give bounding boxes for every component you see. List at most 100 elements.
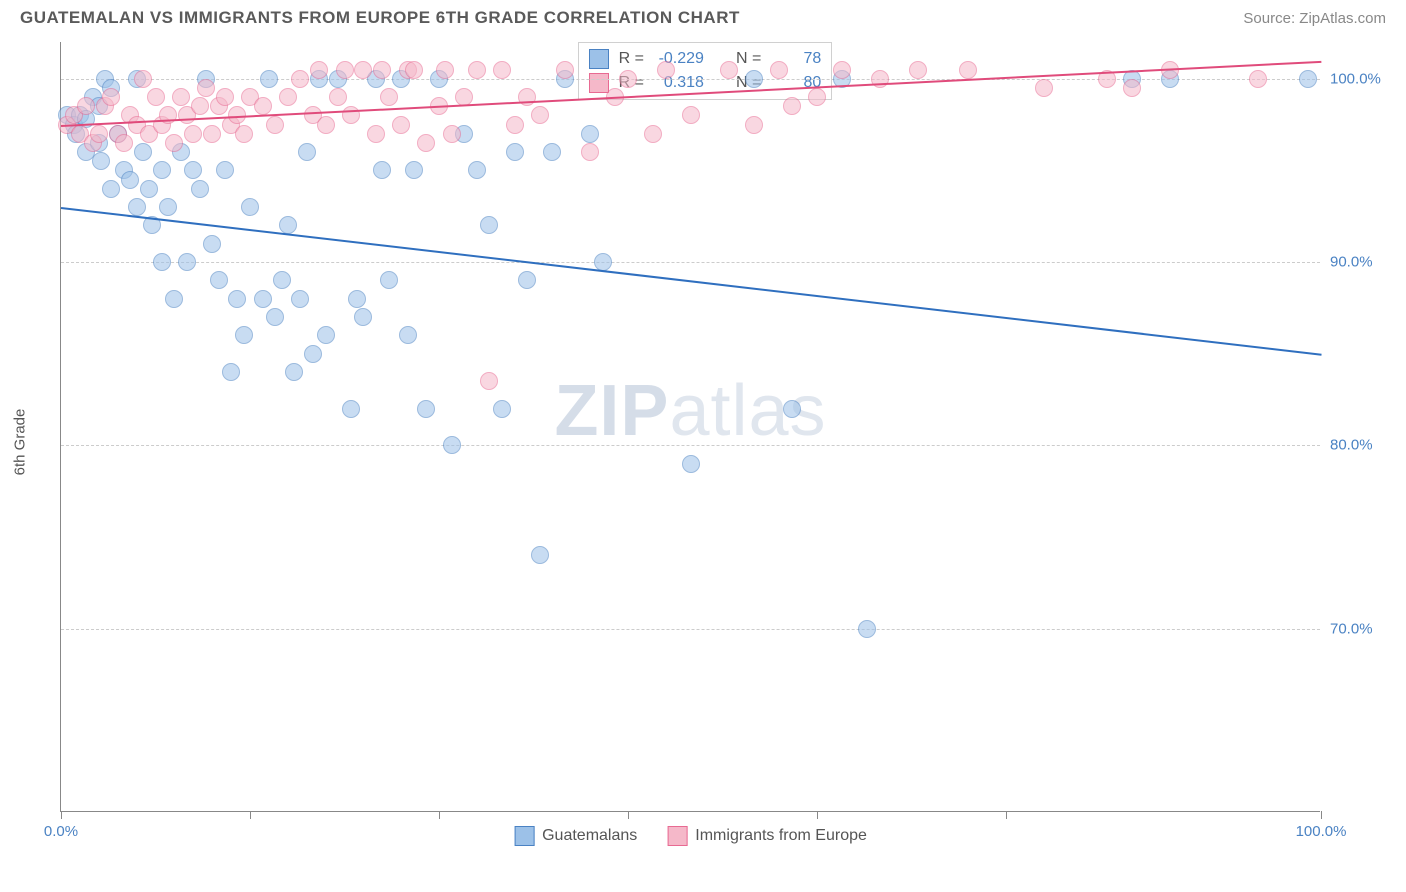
gridline-h — [61, 629, 1320, 630]
scatter-point-guatemalans — [417, 400, 435, 418]
chart-title: GUATEMALAN VS IMMIGRANTS FROM EUROPE 6TH… — [20, 8, 740, 28]
scatter-point-europe — [134, 70, 152, 88]
scatter-point-guatemalans — [159, 198, 177, 216]
scatter-point-guatemalans — [783, 400, 801, 418]
scatter-point-guatemalans — [102, 180, 120, 198]
scatter-point-europe — [254, 97, 272, 115]
scatter-point-guatemalans — [241, 198, 259, 216]
scatter-point-europe — [745, 116, 763, 134]
scatter-point-guatemalans — [165, 290, 183, 308]
x-tick-mark — [61, 811, 62, 819]
scatter-point-europe — [417, 134, 435, 152]
scatter-point-europe — [493, 61, 511, 79]
scatter-point-europe — [436, 61, 454, 79]
scatter-point-guatemalans — [266, 308, 284, 326]
scatter-point-europe — [909, 61, 927, 79]
scatter-point-guatemalans — [285, 363, 303, 381]
scatter-point-europe — [657, 61, 675, 79]
x-tick-mark — [628, 811, 629, 819]
scatter-point-guatemalans — [581, 125, 599, 143]
scatter-point-europe — [172, 88, 190, 106]
y-tick-label: 80.0% — [1330, 437, 1390, 454]
scatter-point-europe — [644, 125, 662, 143]
scatter-point-guatemalans — [405, 161, 423, 179]
scatter-point-guatemalans — [191, 180, 209, 198]
x-tick-mark — [1321, 811, 1322, 819]
y-tick-label: 90.0% — [1330, 254, 1390, 271]
scatter-point-guatemalans — [210, 271, 228, 289]
x-tick-mark — [439, 811, 440, 819]
source-name: ZipAtlas.com — [1299, 10, 1386, 27]
scatter-point-europe — [380, 88, 398, 106]
legend: Guatemalans Immigrants from Europe — [514, 826, 867, 846]
scatter-point-guatemalans — [298, 143, 316, 161]
scatter-point-europe — [833, 61, 851, 79]
scatter-point-europe — [556, 61, 574, 79]
y-tick-label: 100.0% — [1330, 70, 1390, 87]
scatter-point-europe — [291, 70, 309, 88]
scatter-point-guatemalans — [348, 290, 366, 308]
scatter-point-guatemalans — [254, 290, 272, 308]
scatter-point-europe — [147, 88, 165, 106]
scatter-point-europe — [581, 143, 599, 161]
scatter-point-europe — [720, 61, 738, 79]
scatter-point-europe — [367, 125, 385, 143]
source-attribution: Source: ZipAtlas.com — [1243, 10, 1386, 27]
scatter-point-guatemalans — [354, 308, 372, 326]
watermark-light: atlas — [669, 371, 826, 451]
y-tick-label: 70.0% — [1330, 620, 1390, 637]
scatter-point-guatemalans — [178, 253, 196, 271]
scatter-point-europe — [1123, 79, 1141, 97]
x-tick-mark — [1006, 811, 1007, 819]
gridline-h — [61, 262, 1320, 263]
stats-n-label: N = — [736, 50, 761, 68]
scatter-point-guatemalans — [273, 271, 291, 289]
legend-label: Immigrants from Europe — [695, 827, 867, 845]
scatter-point-guatemalans — [594, 253, 612, 271]
legend-item-guatemalans: Guatemalans — [514, 826, 637, 846]
scatter-point-europe — [682, 106, 700, 124]
scatter-point-guatemalans — [153, 253, 171, 271]
scatter-point-europe — [336, 61, 354, 79]
legend-label: Guatemalans — [542, 827, 637, 845]
scatter-point-guatemalans — [153, 161, 171, 179]
scatter-point-guatemalans — [260, 70, 278, 88]
scatter-point-europe — [392, 116, 410, 134]
x-tick-label: 100.0% — [1296, 823, 1347, 840]
scatter-point-guatemalans — [531, 546, 549, 564]
scatter-point-europe — [165, 134, 183, 152]
scatter-point-europe — [317, 116, 335, 134]
y-axis-label: 6th Grade — [12, 409, 29, 476]
scatter-point-europe — [959, 61, 977, 79]
scatter-point-guatemalans — [134, 143, 152, 161]
scatter-point-guatemalans — [543, 143, 561, 161]
stats-r-label: R = — [619, 50, 644, 68]
scatter-point-guatemalans — [291, 290, 309, 308]
scatter-point-guatemalans — [92, 152, 110, 170]
scatter-point-europe — [1035, 79, 1053, 97]
scatter-point-europe — [203, 125, 221, 143]
scatter-point-guatemalans — [745, 70, 763, 88]
scatter-point-guatemalans — [493, 400, 511, 418]
scatter-point-europe — [197, 79, 215, 97]
gridline-h — [61, 445, 1320, 446]
scatter-point-guatemalans — [342, 400, 360, 418]
x-tick-mark — [817, 811, 818, 819]
scatter-point-europe — [506, 116, 524, 134]
scatter-point-europe — [770, 61, 788, 79]
scatter-point-guatemalans — [304, 345, 322, 363]
scatter-point-guatemalans — [858, 620, 876, 638]
scatter-point-guatemalans — [184, 161, 202, 179]
scatter-point-guatemalans — [518, 271, 536, 289]
scatter-point-guatemalans — [506, 143, 524, 161]
scatter-point-europe — [354, 61, 372, 79]
scatter-point-guatemalans — [380, 271, 398, 289]
scatter-point-europe — [619, 70, 637, 88]
legend-swatch — [514, 826, 534, 846]
scatter-point-europe — [184, 125, 202, 143]
scatter-point-guatemalans — [480, 216, 498, 234]
scatter-point-europe — [77, 97, 95, 115]
scatter-point-europe — [102, 88, 120, 106]
scatter-point-guatemalans — [373, 161, 391, 179]
scatter-point-guatemalans — [222, 363, 240, 381]
